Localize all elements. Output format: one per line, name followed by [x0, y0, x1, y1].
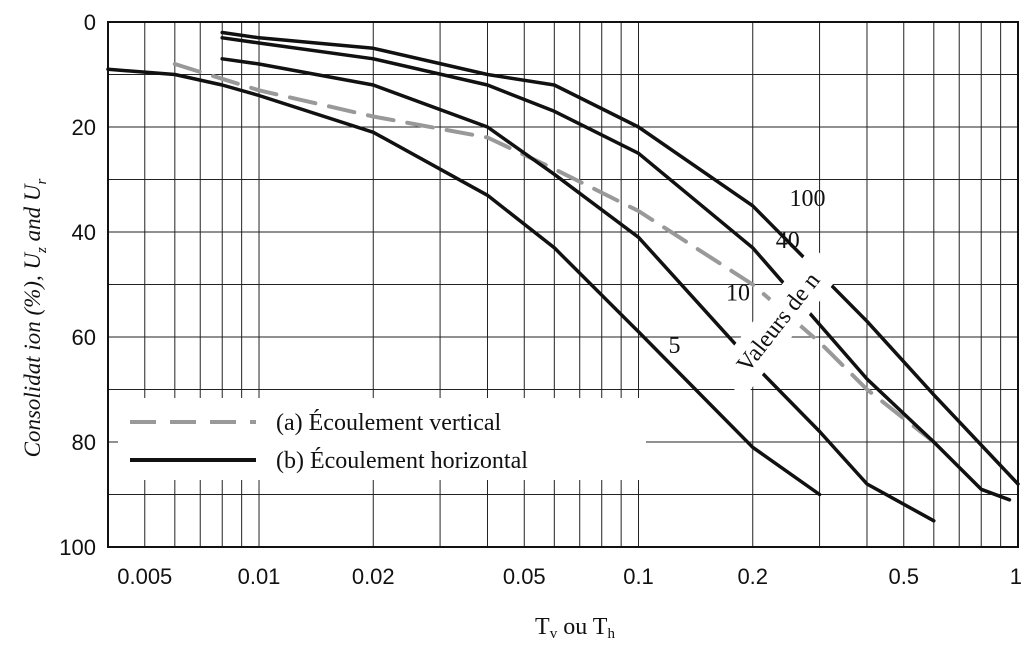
x-tick-label: 0.5: [888, 564, 919, 589]
series-line-n-40: [220, 36, 1012, 502]
series-line-n-100: [220, 30, 1020, 486]
x-tick-label: 0.1: [623, 564, 654, 589]
x-tick-labels: 0.005 0.01 0.02 0.05 0.1 0.2 0.5 1: [117, 564, 1021, 589]
curve-label: 5: [669, 333, 681, 359]
series-line-vertical-flow: [172, 62, 936, 444]
y-tick-label: 80: [72, 430, 96, 455]
series-line-n-5: [106, 67, 822, 497]
x-axis-label: Tv ou Th: [535, 614, 615, 642]
y-tick-label: 40: [72, 220, 96, 245]
x-tick-label: 0.2: [737, 564, 768, 589]
x-tick-label: 0.005: [117, 564, 172, 589]
legend-background: [118, 398, 646, 480]
y-tick-labels: 0 20 40 60 80 100: [59, 10, 96, 560]
legend-label-vertical: (a) Écoulement vertical: [276, 410, 502, 436]
y-tick-label: 20: [72, 115, 96, 140]
curve-labels: 100 40 10 5: [669, 186, 826, 359]
curve-label: 100: [790, 186, 826, 212]
x-tick-label: 0.01: [238, 564, 281, 589]
y-axis-label: Consolidat ion (%), Uz and Ur: [20, 178, 50, 457]
y-tick-label: 0: [84, 10, 96, 35]
x-tick-label: 0.02: [352, 564, 395, 589]
x-tick-label: 0.05: [503, 564, 546, 589]
plot-border: [107, 21, 1019, 548]
curve-label: 40: [776, 228, 800, 254]
legend-label-horizontal: (b) Écoulement horizontal: [276, 448, 528, 474]
data-series: [106, 30, 1020, 523]
curve-label: 10: [726, 280, 750, 306]
legend: (a) Écoulement vertical (b) Écoulement h…: [118, 398, 646, 480]
x-tick-label: 1: [1010, 564, 1021, 589]
y-tick-label: 100: [59, 535, 96, 560]
annotation-background: [712, 246, 844, 398]
series-line-n-10: [220, 57, 936, 523]
plot-frame: [107, 21, 1019, 548]
y-tick-label: 60: [72, 325, 96, 350]
